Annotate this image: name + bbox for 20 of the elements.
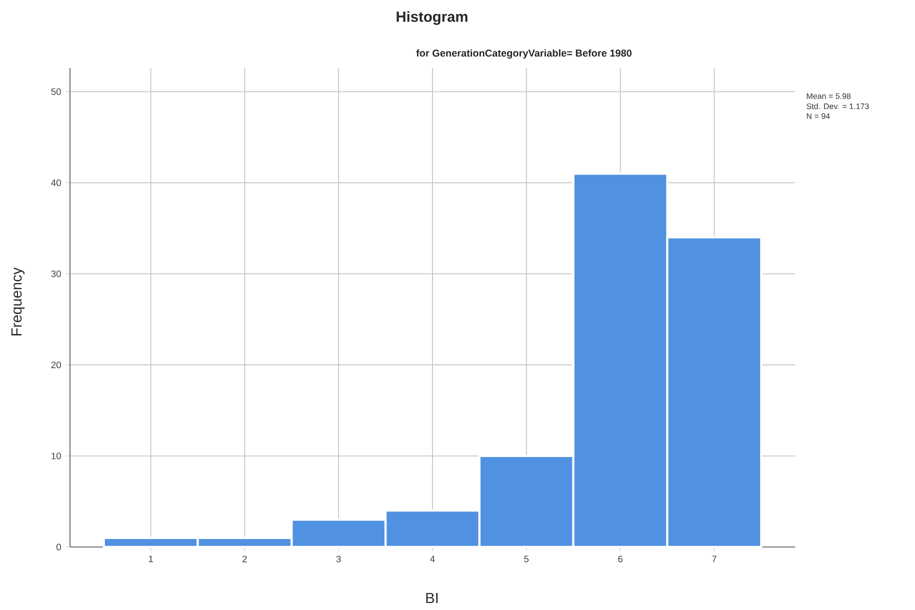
x-tick-label: 6 (618, 556, 623, 562)
text: Std. Dev. = 1.173 (806, 103, 869, 110)
y-tick-label: 30 (51, 270, 61, 278)
y-axis-title: Frequency (11, 267, 25, 336)
y-tick-label: 40 (51, 179, 61, 186)
y-tick-label: 10 (52, 452, 61, 460)
text: N = 94 (806, 113, 830, 119)
x-tick-label: 7 (712, 556, 716, 562)
chart-subtitle: for GenerationCategoryVariable= Before 1980 (416, 49, 632, 59)
x-tick-label: 2 (242, 556, 247, 562)
text: Mean = 5.98 (806, 93, 851, 99)
y-tick-label: 0 (56, 544, 61, 550)
chart-title: Histogram (396, 11, 468, 25)
x-tick-label: 4 (430, 556, 435, 562)
y-tick-label: 20 (51, 362, 61, 368)
x-tick-label: 5 (524, 556, 529, 562)
x-tick-label: 3 (336, 556, 341, 562)
y-tick-label: 50 (51, 88, 61, 95)
x-axis-title: BI (426, 592, 438, 604)
x-tick-label: 1 (148, 556, 153, 562)
